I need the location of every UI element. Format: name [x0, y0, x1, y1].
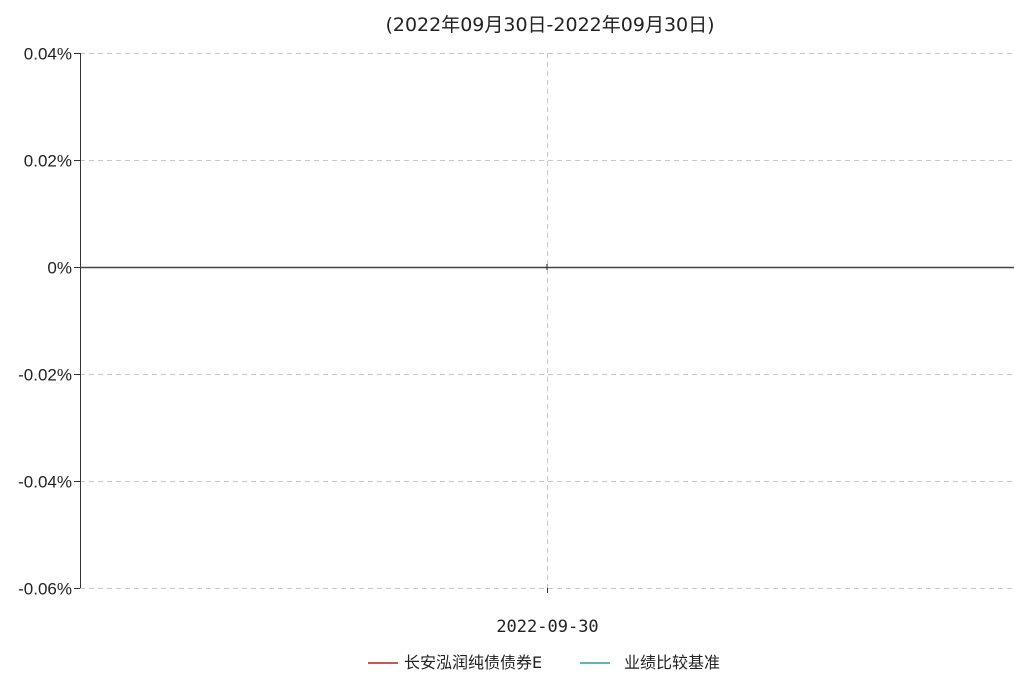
legend-label: 业绩比较基准 [624, 653, 720, 672]
y-tick-label: 0% [47, 259, 72, 278]
y-tick-label: 0.02% [24, 152, 72, 171]
y-tick-label: 0.04% [24, 45, 72, 64]
y-tick-label: -0.02% [18, 366, 72, 385]
y-axis-ticks: 0.04% 0.02% 0% -0.02% -0.04% -0.06% [18, 45, 80, 599]
y-tick-label: -0.04% [18, 473, 72, 492]
legend-label: 长安泓润纯债债券E [404, 653, 542, 672]
legend: 长安泓润纯债债券E 业绩比较基准 [368, 653, 720, 672]
grid [80, 53, 1014, 589]
x-tick-label: 2022-09-30 [496, 617, 598, 637]
legend-item-0: 长安泓润纯债债券E [368, 653, 542, 672]
x-axis-ticks: 2022-09-30 [496, 588, 599, 637]
y-tick-label: -0.06% [18, 580, 72, 599]
legend-item-1: 业绩比较基准 [580, 653, 720, 672]
chart-title: (2022年09月30日-2022年09月30日) [385, 14, 714, 36]
